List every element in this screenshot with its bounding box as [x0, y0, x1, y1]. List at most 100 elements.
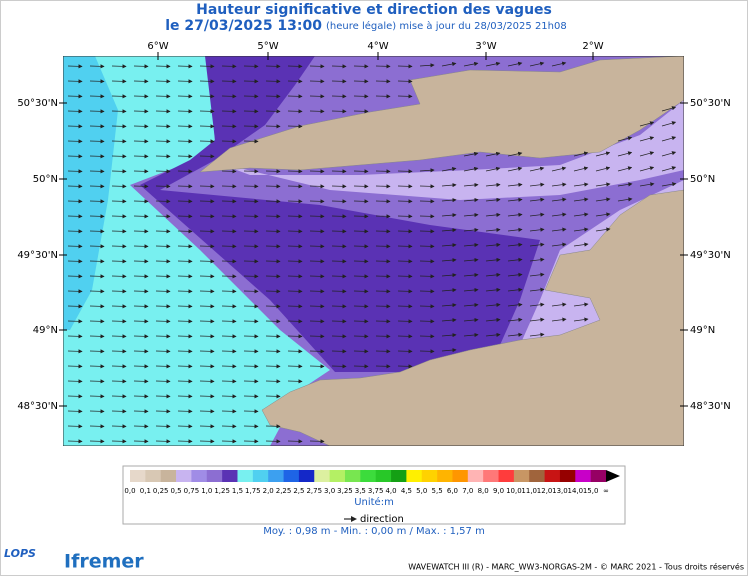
wave-arrow	[617, 151, 633, 157]
wave-arrow	[485, 197, 501, 202]
lon-label: 3°W	[475, 41, 496, 52]
lat-label: 48°30'N	[690, 401, 731, 412]
wave-arrow	[529, 332, 545, 337]
wave-arrow	[617, 136, 633, 142]
direction: direction	[360, 514, 404, 525]
wave-arrow	[573, 166, 589, 172]
legend-label: 12,0	[537, 487, 553, 495]
wave-arrow	[441, 197, 457, 203]
wave-arrow	[463, 212, 479, 218]
wave-arrow	[507, 287, 523, 292]
color-swatch	[145, 470, 162, 482]
wave-arrow	[507, 332, 523, 337]
wave-arrow	[507, 302, 523, 307]
wave-arrow	[441, 317, 457, 323]
color-swatch	[559, 470, 576, 482]
lat-label: 49°30'N	[690, 250, 731, 261]
wave-arrow	[485, 61, 501, 67]
color-swatch	[222, 470, 238, 482]
color-swatch	[421, 470, 438, 482]
stats: Moy. : 0,98 m - Min. : 0,00 m / Max. : 1…	[263, 526, 485, 537]
color-swatch	[529, 470, 545, 482]
logo-lops: LOPS	[4, 547, 36, 560]
legend-label: 1,0	[201, 487, 212, 495]
wave-arrow	[441, 182, 457, 188]
legend-label: 1,75	[245, 487, 261, 495]
wave-arrow	[441, 272, 457, 278]
wave-arrow	[463, 317, 479, 323]
wave-arrow	[595, 197, 611, 202]
wave-arrow	[551, 166, 567, 172]
wave-arrow	[595, 151, 611, 157]
wave-arrow	[617, 166, 633, 172]
wave-arrow	[485, 166, 501, 172]
legend-label: 0,0	[124, 487, 135, 495]
color-swatch	[268, 470, 284, 482]
legend-label: 0,1	[140, 487, 151, 495]
legend-label: 2,75	[306, 487, 322, 495]
wave-arrow	[529, 197, 545, 202]
legend-label: 0,75	[184, 487, 200, 495]
wave-arrow	[507, 257, 523, 262]
wave-arrow	[661, 121, 677, 127]
legend-label: 0,5	[170, 487, 181, 495]
wave-arrow	[463, 227, 479, 233]
legend-label: 3,25	[337, 487, 353, 495]
wave-arrow	[419, 63, 435, 68]
wave-arrow	[529, 272, 545, 277]
wave-arrow	[573, 242, 589, 247]
wave-arrow	[661, 106, 677, 112]
color-swatch	[298, 470, 315, 482]
color-swatch	[575, 470, 591, 482]
color-swatch	[498, 470, 515, 482]
color-swatch	[252, 470, 269, 482]
color-swatch	[237, 470, 254, 482]
wave-arrow	[551, 242, 567, 247]
legend-label: 5,5	[432, 487, 443, 495]
wave-arrow	[639, 166, 655, 172]
wave-arrow	[529, 317, 545, 322]
wave-arrow	[573, 151, 589, 157]
color-swatch	[590, 470, 607, 482]
legend-label: 2,25	[276, 487, 292, 495]
logo-ifremer: Ifremer	[64, 551, 144, 573]
legend-label: 0,25	[153, 487, 169, 495]
legend-label: 5,0	[416, 487, 427, 495]
axes: 6°W 5°W 4°W 3°W 2°W 50°30'N 50°30'N 50°N 50°N 49°…	[17, 41, 730, 412]
wave-arrow	[551, 212, 567, 217]
lat-label: 50°30'N	[690, 98, 731, 109]
wave-arrow	[485, 182, 501, 187]
wave-arrow	[639, 182, 655, 187]
lat-label: 48°30'N	[17, 401, 58, 412]
sea-lavender	[215, 100, 684, 200]
wave-arrow	[551, 317, 567, 322]
wave-arrow	[485, 242, 501, 247]
legend-label: 1,5	[232, 487, 243, 495]
color-swatch	[176, 470, 192, 482]
legend-label: 15,0	[583, 487, 599, 495]
legend-label: ∞	[603, 487, 609, 495]
wave-arrow	[463, 242, 479, 248]
wave-arrow	[441, 166, 457, 172]
legend-label: 8,0	[478, 487, 489, 495]
wave-arrow	[463, 151, 479, 157]
legend-label: 1,25	[214, 487, 230, 495]
wave-arrow	[617, 182, 633, 187]
wave-arrow	[573, 182, 589, 187]
color-arrow	[606, 470, 620, 482]
wave-arrow	[507, 197, 523, 202]
color-swatch	[437, 470, 453, 482]
wave-arrow	[529, 212, 545, 217]
wave-arrow	[463, 272, 479, 278]
wave-arrow	[463, 302, 479, 308]
wave-arrow	[463, 332, 479, 338]
color-swatch	[191, 470, 208, 482]
color-swatch	[544, 470, 561, 482]
wave-arrow	[595, 166, 611, 172]
wave-arrow	[507, 317, 523, 322]
wave-arrow	[485, 227, 501, 232]
wave-arrow	[507, 272, 523, 277]
wave-arrow	[529, 302, 545, 307]
color-swatch	[329, 470, 346, 482]
wave-arrow	[617, 197, 633, 202]
